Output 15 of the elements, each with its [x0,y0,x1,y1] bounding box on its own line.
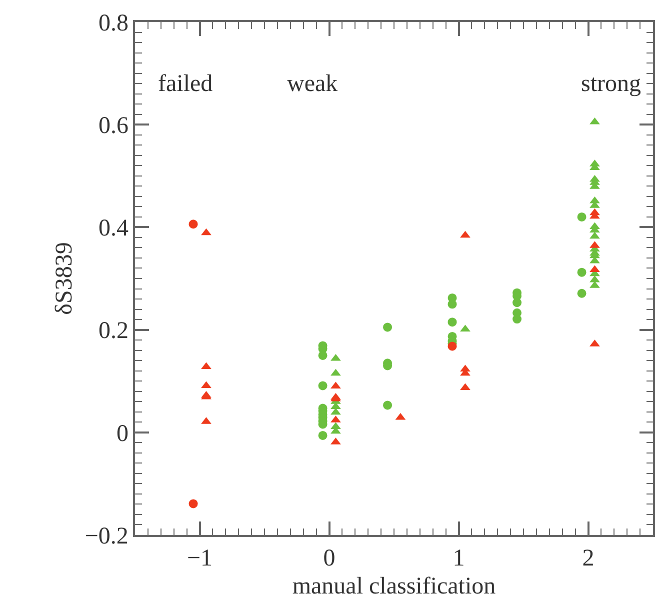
y-tick-label: 0.2 [98,318,128,344]
annotation: strong [581,71,641,97]
y-tick-label: 0.6 [98,113,128,139]
x-tick-label: 0 [323,546,336,572]
y-axis-title: δS3839 [52,242,78,315]
y-tick-label: 0 [116,420,128,447]
x-tick-label: −1 [186,546,213,572]
annotation: failed [158,71,213,97]
x-axis-title: manual classification [292,573,496,600]
x-tick-label: 2 [582,546,594,572]
x-tick-label: 1 [452,546,465,572]
y-tick-label: 0.4 [98,216,128,242]
y-tick-label: 0.8 [98,10,128,36]
annotation: weak [287,71,338,97]
y-tick-label: −0.2 [84,523,128,550]
